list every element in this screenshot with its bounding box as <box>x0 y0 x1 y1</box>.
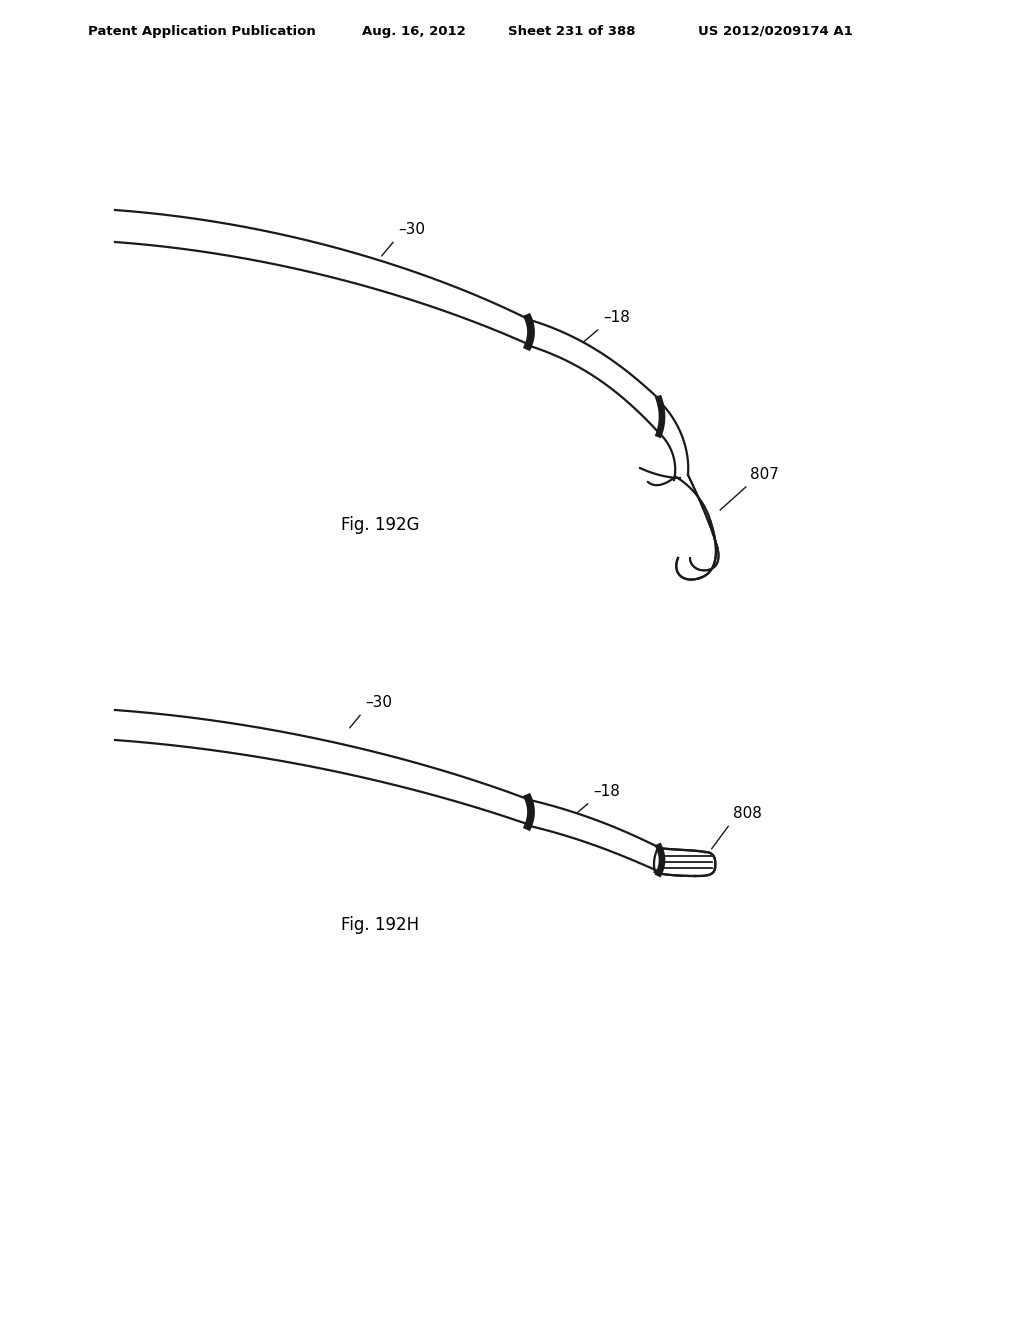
Text: Sheet 231 of 388: Sheet 231 of 388 <box>508 25 636 38</box>
Text: Fig. 192G: Fig. 192G <box>341 516 419 535</box>
Polygon shape <box>115 710 530 825</box>
Text: 808: 808 <box>733 807 762 821</box>
Text: US 2012/0209174 A1: US 2012/0209174 A1 <box>698 25 853 38</box>
Text: Fig. 192H: Fig. 192H <box>341 916 419 935</box>
Text: 807: 807 <box>750 467 779 482</box>
Text: –30: –30 <box>365 696 392 710</box>
Polygon shape <box>530 800 660 873</box>
Polygon shape <box>676 475 719 579</box>
Text: Aug. 16, 2012: Aug. 16, 2012 <box>362 25 466 38</box>
Polygon shape <box>530 319 660 434</box>
Text: –18: –18 <box>603 310 630 325</box>
Polygon shape <box>115 210 530 345</box>
Text: Patent Application Publication: Patent Application Publication <box>88 25 315 38</box>
Polygon shape <box>655 847 716 876</box>
Text: –18: –18 <box>593 784 620 799</box>
Text: –30: –30 <box>398 222 425 238</box>
